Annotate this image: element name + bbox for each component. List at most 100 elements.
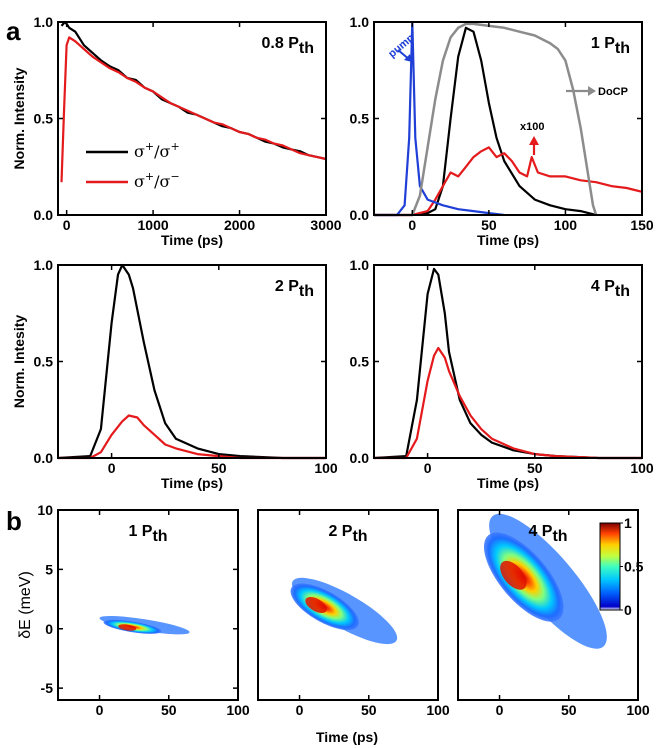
legend-sup: + <box>170 140 179 153</box>
series-cross-line <box>60 36 327 183</box>
x-tick-label: 3000 <box>310 217 341 233</box>
y-tick-label: 0.5 <box>34 111 54 127</box>
heatmap-peak <box>118 624 137 631</box>
x-tick-label: 50 <box>161 702 177 718</box>
b-shared-xlabel: Time (ps) <box>316 729 378 745</box>
x-tick-label: 0 <box>108 460 116 476</box>
panel-annotation: 2 Pth <box>328 523 367 545</box>
x100-label: x100 <box>520 121 544 133</box>
y-tick-label: 5 <box>45 561 53 577</box>
x-tick-label: 150 <box>630 217 654 233</box>
annotation-main: 1 P <box>591 35 615 52</box>
x-tick-label: 0 <box>496 702 504 718</box>
x100-arrowhead <box>529 136 539 145</box>
x-tick-label: 100 <box>554 217 578 233</box>
panel-label-a: a <box>6 16 21 46</box>
panel-annotation: 0.8 Pth <box>262 35 314 57</box>
legend-sup: − <box>170 170 179 183</box>
x-tick-label: 0 <box>424 460 432 476</box>
x-tick-label: 0 <box>63 217 71 233</box>
chart-b1: 0 50 100 -5 0 5 10 δE (meV) 1 Pth <box>17 502 250 718</box>
y-tick-label: 10 <box>37 502 53 518</box>
panel-annotation: 4 Pth <box>591 278 630 300</box>
y-tick-label: 0.0 <box>34 450 54 466</box>
chart-a4: 0 50 100 0.0 0.5 1.0 Time (ps) 4 Pth <box>350 257 654 491</box>
x-tick-label: 2000 <box>224 217 255 233</box>
heatmap-peak <box>500 560 527 590</box>
legend-sup: + <box>145 170 154 183</box>
legend-sigma: σ <box>160 142 171 161</box>
y-tick-label: 0.5 <box>350 111 370 127</box>
annotation-sub: th <box>615 283 630 300</box>
x-tick-label: 100 <box>626 702 650 718</box>
x-tick-label: 0 <box>296 702 304 718</box>
x-tick-label: 100 <box>226 702 250 718</box>
x-axis-title: Time (ps) <box>477 232 539 248</box>
y-tick-label: 1.0 <box>350 14 370 30</box>
series-cross-line <box>374 146 643 217</box>
legend-sigma: σ <box>134 172 145 191</box>
series-pump-line <box>374 20 505 217</box>
panel-label-b: b <box>6 506 22 536</box>
panel-annotation: 2 Pth <box>275 278 314 300</box>
series-co-line <box>57 263 326 460</box>
axes-frame <box>257 509 439 701</box>
y-tick-label: 0.0 <box>350 207 370 223</box>
axes-frame <box>57 509 239 701</box>
legend-entry: σ+/σ+ <box>134 140 180 161</box>
heatmap-peak <box>305 597 327 613</box>
annotation-main: 2 P <box>275 278 299 295</box>
docp-label: DoCP <box>598 86 628 98</box>
colorbar-tick-label: 0.5 <box>624 559 644 575</box>
colorbar-tick-label: 1 <box>624 515 632 531</box>
x-tick-label: 100 <box>426 702 450 718</box>
legend: σ+/σ+σ+/σ− <box>86 140 180 191</box>
x-tick-label: 0 <box>408 217 416 233</box>
x-tick-label: 50 <box>527 460 543 476</box>
annotation-main: 4 P <box>591 278 615 295</box>
legend-sup: + <box>145 140 154 153</box>
y-axis-title: Norm. Intesity <box>11 315 27 409</box>
x-tick-label: 1000 <box>138 217 169 233</box>
series-co-line <box>373 267 642 460</box>
y-axis-title: Norm. Intensity <box>11 67 27 169</box>
y-tick-label: 0 <box>45 621 53 637</box>
annotation-main: 4 P <box>528 523 552 540</box>
y-axis-title: δE (meV) <box>17 571 34 639</box>
x-axis-title: Time (ps) <box>161 232 223 248</box>
x-tick-label: 100 <box>630 460 654 476</box>
x-tick-label: 50 <box>211 460 227 476</box>
annotation-sub: th <box>299 283 314 300</box>
annotation-sub: th <box>552 528 567 545</box>
x-tick-label: 0 <box>96 702 104 718</box>
annotation-main: 0.8 P <box>262 35 300 52</box>
docp-arrowhead <box>588 86 596 96</box>
y-tick-label: 0.0 <box>350 450 370 466</box>
colorbar <box>599 522 621 611</box>
y-tick-label: 0.5 <box>350 354 370 370</box>
series-docp-line <box>411 22 598 216</box>
y-tick-label: 1.0 <box>34 257 54 273</box>
y-tick-label: 1.0 <box>34 14 54 30</box>
x-axis-title: Time (ps) <box>477 475 539 491</box>
legend-sigma: σ <box>134 142 145 161</box>
series-co-line <box>374 26 597 217</box>
x-tick-label: 50 <box>481 217 497 233</box>
x-tick-label: 100 <box>314 460 338 476</box>
annotation-sub: th <box>299 40 314 57</box>
axes-frame <box>457 509 639 701</box>
x-tick-label: 50 <box>561 702 577 718</box>
annotation-sub: th <box>152 528 167 545</box>
annotation-sub: th <box>352 528 367 545</box>
legend-slash: / <box>154 142 160 161</box>
y-tick-label: 0.5 <box>34 354 54 370</box>
y-tick-label: 1.0 <box>350 257 370 273</box>
y-tick-label: -5 <box>41 680 54 696</box>
x-tick-label: 50 <box>361 702 377 718</box>
series-cross-line <box>374 346 642 460</box>
panel-annotation: 1 Pth <box>128 523 167 545</box>
pump-arrowhead <box>404 54 412 62</box>
